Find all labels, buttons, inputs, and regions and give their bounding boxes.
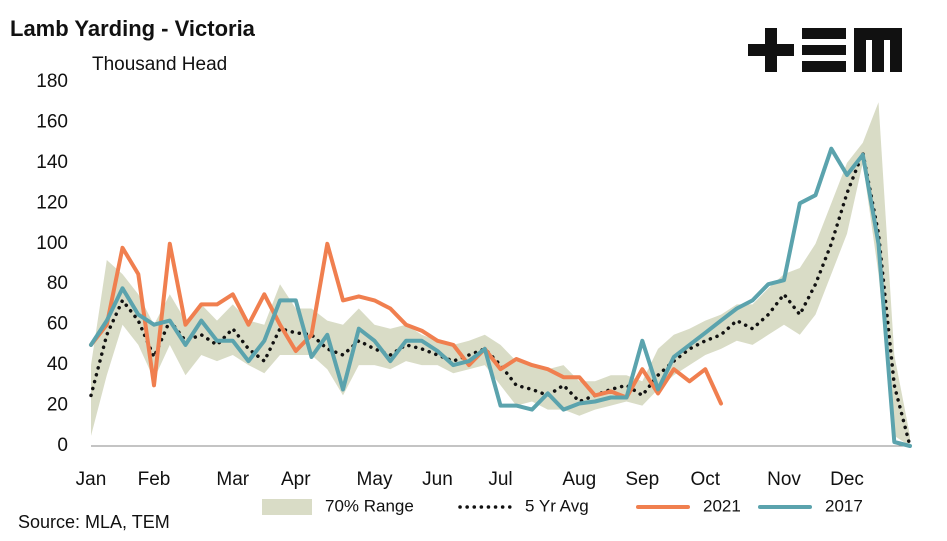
y-tick-label: 80 — [47, 273, 68, 294]
y-axis-label: Thousand Head — [92, 54, 227, 75]
x-tick-label: Mar — [216, 469, 249, 490]
y-tick-label: 40 — [47, 354, 68, 375]
x-tick-label: Dec — [830, 469, 864, 490]
x-tick-label: Nov — [767, 469, 801, 490]
y-tick-label: 140 — [36, 152, 68, 173]
y-tick-label: 20 — [47, 395, 68, 416]
x-tick-label: Jun — [422, 469, 453, 490]
x-tick-label: Oct — [690, 469, 720, 490]
legend-label: 2017 — [825, 496, 863, 515]
range-band — [91, 102, 910, 446]
y-tick-label: 180 — [36, 71, 68, 92]
x-tick-label: Jan — [76, 469, 107, 490]
source: Source: MLA, TEM — [18, 512, 170, 532]
x-tick-label: Aug — [562, 469, 596, 490]
legend-label: 2021 — [703, 496, 741, 515]
legend-swatch — [262, 499, 312, 515]
series-line — [89, 146, 912, 448]
y-tick-label: 100 — [36, 233, 68, 254]
series-line — [89, 241, 723, 406]
x-tick-label: Jul — [488, 469, 512, 490]
x-tick-label: Sep — [625, 469, 659, 490]
y-tick-label: 0 — [57, 435, 68, 456]
x-tick-label: May — [357, 469, 393, 490]
x-tick-label: Apr — [281, 469, 311, 490]
y-tick-label: 60 — [47, 314, 68, 335]
y-tick-label: 120 — [36, 192, 68, 213]
legend-label: 70% Range — [325, 496, 414, 515]
y-tick-label: 160 — [36, 111, 68, 132]
logo — [748, 28, 902, 72]
x-tick-label: Feb — [138, 469, 171, 490]
chart-title: Lamb Yarding - Victoria — [10, 16, 256, 41]
legend-label: 5 Yr Avg — [525, 496, 589, 515]
